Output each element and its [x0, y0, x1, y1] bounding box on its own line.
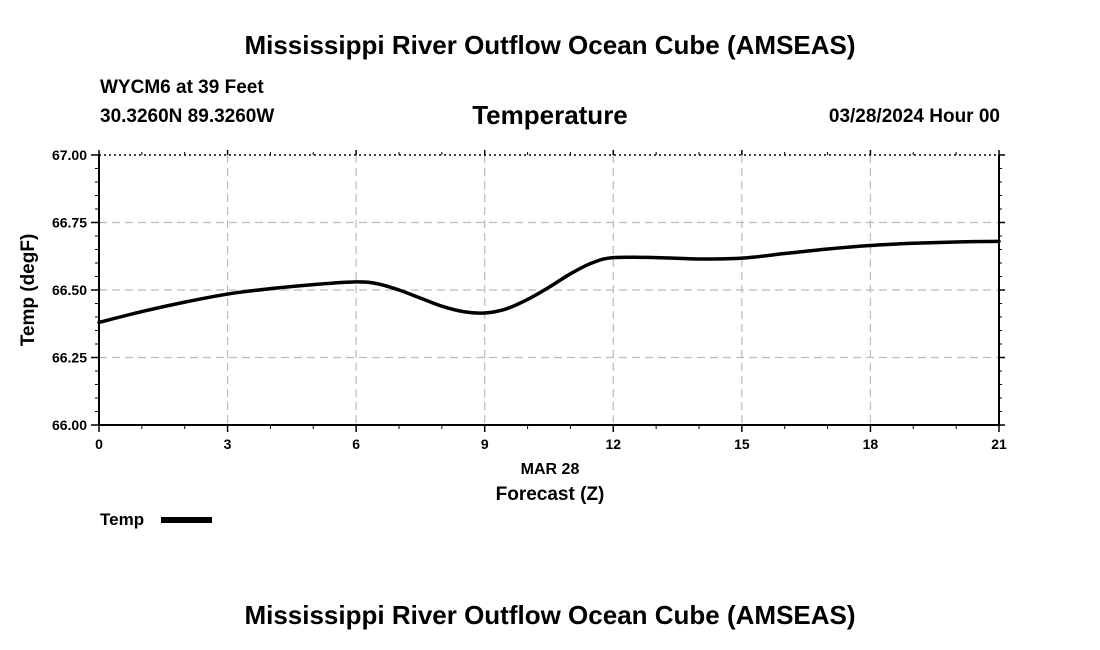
x-tick-label: 3	[224, 436, 232, 452]
page-title: Mississippi River Outflow Ocean Cube (AM…	[244, 30, 856, 60]
y-tick-label: 66.50	[52, 282, 87, 298]
x-tick-label: 15	[734, 436, 750, 452]
legend: Temp	[100, 510, 212, 529]
y-tick-label: 66.75	[52, 215, 87, 231]
station-label: WYCM6 at 39 Feet	[100, 77, 264, 98]
page-title-bottom: Mississippi River Outflow Ocean Cube (AM…	[244, 600, 856, 630]
x-tick-label: 21	[991, 436, 1007, 452]
legend-swatch-temp	[161, 517, 212, 523]
x-tick-label: 12	[605, 436, 621, 452]
x-tick-label: 6	[352, 436, 360, 452]
x-tick-label: 0	[95, 436, 103, 452]
grid-lines	[99, 154, 999, 425]
x-axis-title: Forecast (Z)	[496, 484, 605, 505]
tick-labels: 0 3 6 9 12 15 18 21 66.00 66.25 66.50 66.75 67.00	[52, 147, 1007, 452]
variable-title: Temperature	[472, 100, 628, 130]
x-tick-label: 18	[863, 436, 879, 452]
tick-marks	[91, 150, 1005, 432]
datetime-label: 03/28/2024 Hour 00	[828, 106, 1000, 127]
y-tick-label: 66.00	[52, 417, 87, 433]
series-line-temp	[97, 239, 1001, 325]
x-tick-label: 9	[481, 436, 489, 452]
x-axis-date-label: MAR 28	[521, 461, 580, 478]
legend-label-temp: Temp	[100, 510, 144, 529]
y-axis-title: Temp (degF)	[18, 234, 39, 347]
y-tick-label: 66.25	[52, 350, 87, 366]
y-tick-label: 67.00	[52, 147, 87, 163]
location-label: 30.3260N 89.3260W	[100, 106, 275, 127]
